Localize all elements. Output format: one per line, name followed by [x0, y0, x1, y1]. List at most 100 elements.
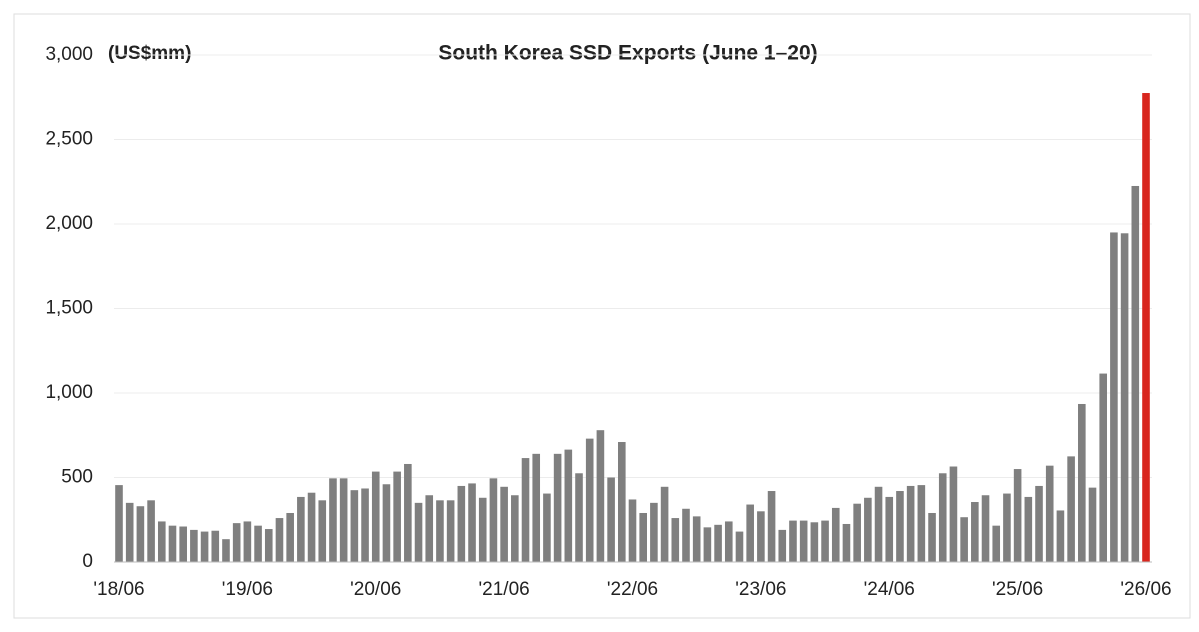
bar: [1056, 510, 1065, 562]
bar: [1110, 232, 1118, 562]
bar: [532, 453, 541, 562]
bar: [468, 483, 476, 562]
bar: [564, 449, 573, 562]
y-tick-label: 0: [82, 551, 93, 572]
bar: [618, 442, 626, 562]
bar: [660, 486, 669, 562]
bar: [457, 485, 466, 562]
bar: [425, 495, 434, 562]
bar: [361, 488, 369, 562]
bar: [521, 458, 530, 562]
bar: [864, 497, 872, 562]
bar: [671, 518, 680, 562]
x-tick-label: '23/06: [735, 579, 786, 600]
bar: [414, 502, 423, 562]
bar: [724, 521, 733, 562]
bar: [703, 527, 712, 562]
bar: [799, 520, 808, 562]
bar: [157, 521, 166, 562]
bar: [147, 500, 155, 562]
bar: [211, 530, 220, 562]
bar: [767, 491, 776, 562]
bar: [992, 525, 1001, 562]
bar: [371, 471, 380, 562]
bar: [232, 523, 241, 562]
bar: [735, 531, 744, 562]
chart-title: South Korea SSD Exports (June 1–20): [438, 42, 817, 65]
bar: [778, 529, 787, 562]
x-tick-label: '19/06: [222, 579, 273, 600]
bar: [446, 500, 455, 562]
bar: [511, 495, 519, 562]
bar: [928, 512, 936, 562]
bar: [874, 486, 883, 562]
bar: [307, 492, 316, 562]
bar: [136, 506, 145, 562]
bar: [1013, 469, 1022, 562]
x-tick-label: '25/06: [992, 579, 1043, 600]
bar: [917, 485, 926, 562]
y-tick-label: 1,000: [45, 382, 93, 403]
bar: [1142, 93, 1150, 563]
bar: [596, 430, 605, 562]
unit-label: (US$mm): [108, 43, 191, 64]
bar: [1067, 456, 1075, 562]
bar: [628, 499, 637, 562]
bar: [575, 473, 583, 562]
bar: [339, 478, 348, 562]
bar: [1024, 496, 1033, 562]
bar: [757, 511, 765, 562]
bar: [885, 496, 894, 562]
bar: [125, 502, 134, 562]
y-tick-label: 2,000: [45, 213, 93, 234]
y-tick-label: 500: [61, 467, 93, 488]
bar: [607, 477, 615, 562]
bar: [350, 490, 359, 562]
y-tick-label: 2,500: [45, 129, 93, 150]
bar: [264, 529, 273, 562]
bar: [821, 520, 829, 562]
bar: [200, 531, 209, 562]
bar: [585, 438, 594, 562]
bar: [489, 478, 498, 562]
x-tick-label: '24/06: [864, 579, 915, 600]
bar: [243, 521, 252, 562]
bar: [222, 539, 230, 562]
bar: [639, 512, 647, 562]
bar: [853, 503, 861, 562]
bar: [115, 485, 123, 562]
x-tick-label: '22/06: [607, 579, 658, 600]
bar: [500, 486, 508, 562]
bar: [297, 496, 305, 562]
bar: [949, 466, 958, 562]
bar: [971, 502, 979, 562]
bar: [553, 453, 562, 562]
bar: [1120, 233, 1129, 563]
bar: [789, 520, 797, 562]
bar: [286, 512, 294, 562]
bar: [1099, 373, 1108, 562]
bar: [318, 500, 327, 562]
bar: [254, 525, 262, 562]
bar: [650, 502, 658, 562]
bar: [404, 463, 412, 562]
bar: [1045, 465, 1054, 562]
x-tick-label: '18/06: [93, 579, 144, 600]
bar: [1088, 487, 1097, 562]
bar: [393, 471, 401, 562]
bar: [831, 507, 840, 562]
bar: [436, 500, 444, 562]
bar: [543, 493, 551, 562]
x-tick-label: '26/06: [1120, 579, 1171, 600]
bar: [190, 529, 198, 562]
bar: [179, 526, 187, 562]
bar: [682, 508, 690, 562]
bar: [842, 523, 851, 562]
x-tick-label: '20/06: [350, 579, 401, 600]
bar: [478, 497, 487, 562]
bar: [981, 495, 990, 562]
bar: [1003, 493, 1011, 562]
bar: [938, 473, 947, 562]
bar: [275, 518, 284, 562]
